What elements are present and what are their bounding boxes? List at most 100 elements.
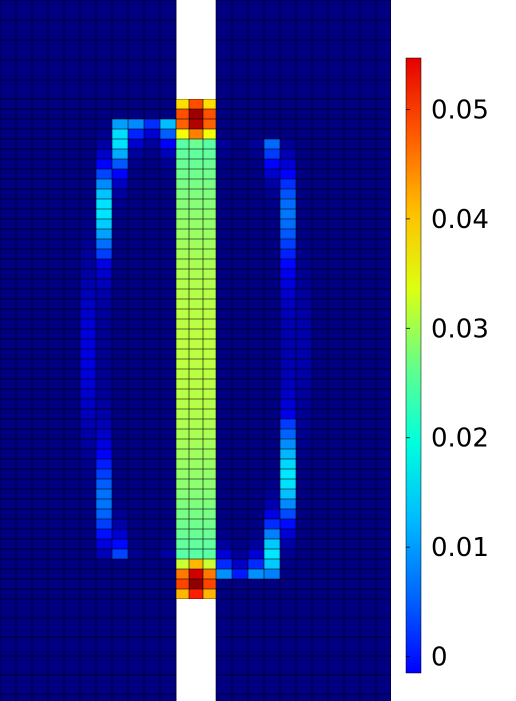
- heatmap-cell: [16, 656, 33, 676]
- heatmap-cell: [112, 129, 129, 140]
- heatmap-cell: [376, 169, 392, 180]
- heatmap-cell: [296, 60, 313, 81]
- heatmap-cell: [232, 529, 249, 540]
- heatmap-cell: [376, 289, 392, 300]
- heatmap-cell: [248, 199, 265, 210]
- heatmap-cell: [176, 329, 190, 340]
- heatmap-cell: [160, 369, 177, 380]
- heatmap-cell: [264, 359, 281, 370]
- heatmap-cell: [248, 559, 265, 570]
- heatmap-cell: [128, 299, 145, 310]
- heatmap-cell: [0, 40, 17, 61]
- heatmap-cell: [144, 289, 161, 300]
- heatmap-cell: [360, 569, 377, 580]
- heatmap-cell: [16, 599, 33, 619]
- heatmap-cell: [296, 299, 313, 310]
- heatmap-cell: [112, 409, 129, 420]
- heatmap-cell: [280, 499, 297, 510]
- heatmap-cell: [344, 429, 361, 440]
- heatmap-cell: [112, 239, 129, 250]
- heatmap-cell: [216, 169, 233, 180]
- heatmap-cell: [144, 149, 161, 160]
- heatmap-cell: [160, 479, 177, 490]
- heatmap-cell: [144, 694, 161, 701]
- colorbar: 00.010.020.030.040.05: [405, 57, 489, 674]
- heatmap-cell: [48, 269, 65, 280]
- heatmap-cell: [80, 529, 97, 540]
- heatmap-cell: [296, 239, 313, 250]
- heatmap-cell: [112, 459, 129, 470]
- heatmap-cell: [128, 439, 145, 450]
- heatmap-cell: [328, 419, 345, 430]
- heatmap-cell: [32, 379, 49, 390]
- heatmap-cell: [80, 119, 97, 130]
- heatmap-cell: [232, 259, 249, 270]
- heatmap-cell: [189, 529, 204, 540]
- heatmap-cell: [344, 694, 361, 701]
- heatmap-cell: [280, 80, 297, 100]
- heatmap-cell: [312, 459, 329, 470]
- heatmap-cell: [232, 309, 249, 320]
- heatmap-cell: [360, 429, 377, 440]
- heatmap-cell: [48, 656, 65, 676]
- heatmap-cell: [64, 80, 81, 100]
- heatmap-cell: [203, 189, 217, 200]
- heatmap-cell: [216, 519, 233, 530]
- colorbar-tick-label: 0.01: [431, 533, 489, 563]
- heatmap-cell: [296, 179, 313, 190]
- heatmap-cell: [48, 209, 65, 220]
- heatmap-cell: [232, 269, 249, 280]
- heatmap-cell: [280, 109, 297, 120]
- heatmap-cell: [328, 119, 345, 130]
- heatmap-cell: [80, 339, 97, 350]
- heatmap-cell: [96, 0, 113, 21]
- heatmap-cell: [96, 549, 113, 560]
- heatmap-cell: [312, 589, 329, 600]
- heatmap-cell: [80, 618, 97, 638]
- heatmap-cell: [16, 80, 33, 100]
- heatmap-cell: [328, 99, 345, 110]
- heatmap-cell: [344, 579, 361, 590]
- heatmap-cell: [128, 80, 145, 100]
- heatmap-cell: [144, 359, 161, 370]
- heatmap-cell: [248, 189, 265, 200]
- heatmap-cell: [216, 618, 233, 638]
- heatmap-cell: [232, 349, 249, 360]
- heatmap-cell: [96, 119, 113, 130]
- heatmap-cell: [32, 509, 49, 520]
- heatmap-cell: [176, 559, 190, 570]
- heatmap-cell: [64, 549, 81, 560]
- heatmap-cell: [144, 349, 161, 360]
- heatmap-cell: [280, 129, 297, 140]
- heatmap-cell: [216, 159, 233, 170]
- heatmap-cell: [232, 489, 249, 500]
- heatmap-cell: [360, 289, 377, 300]
- heatmap-cell: [128, 119, 145, 130]
- heatmap-cell: [64, 529, 81, 540]
- heatmap-cell: [216, 199, 233, 210]
- heatmap-cell: [32, 149, 49, 160]
- heatmap-cell: [376, 559, 392, 570]
- heatmap-cell: [248, 369, 265, 380]
- heatmap-cell: [160, 40, 177, 61]
- heatmap-cell: [280, 139, 297, 150]
- heatmap-cell: [144, 199, 161, 210]
- heatmap-cell: [296, 80, 313, 100]
- heatmap-cell: [128, 189, 145, 200]
- heatmap-cell: [264, 299, 281, 310]
- heatmap-cell: [264, 675, 281, 695]
- heatmap-cell: [264, 409, 281, 420]
- heatmap-cell: [160, 299, 177, 310]
- heatmap-cell: [312, 60, 329, 81]
- heatmap-cell: [112, 80, 129, 100]
- heatmap-cell: [32, 249, 49, 260]
- heatmap-cell: [216, 80, 233, 100]
- heatmap-cell: [264, 40, 281, 61]
- heatmap-cell: [16, 359, 33, 370]
- heatmap-cell: [344, 259, 361, 270]
- heatmap-cell: [80, 20, 97, 41]
- heatmap-cell: [216, 249, 233, 260]
- heatmap-cell: [296, 139, 313, 150]
- heatmap-cell: [96, 539, 113, 550]
- heatmap-cell: [64, 399, 81, 410]
